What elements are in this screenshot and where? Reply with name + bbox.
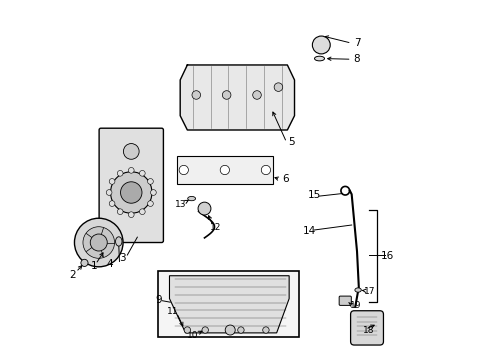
Circle shape — [128, 212, 134, 217]
Text: 3: 3 — [119, 253, 125, 263]
Circle shape — [150, 190, 156, 195]
Circle shape — [83, 227, 114, 258]
Circle shape — [252, 91, 261, 99]
Circle shape — [81, 259, 88, 266]
Ellipse shape — [115, 237, 122, 246]
Circle shape — [117, 209, 123, 215]
Text: 6: 6 — [282, 174, 288, 184]
Bar — [158, 271, 299, 337]
Circle shape — [179, 165, 188, 175]
Text: 16: 16 — [380, 251, 393, 261]
Circle shape — [262, 327, 268, 333]
Text: 5: 5 — [288, 138, 294, 148]
Circle shape — [184, 327, 190, 333]
Ellipse shape — [314, 56, 324, 61]
FancyBboxPatch shape — [339, 296, 350, 305]
Circle shape — [202, 327, 208, 333]
Text: 17: 17 — [363, 287, 374, 296]
Text: 9: 9 — [155, 295, 162, 305]
Text: 19: 19 — [349, 301, 360, 310]
Circle shape — [274, 83, 282, 91]
Circle shape — [128, 167, 134, 173]
Circle shape — [225, 325, 235, 335]
Polygon shape — [169, 276, 288, 333]
Text: 2: 2 — [70, 270, 76, 280]
Circle shape — [237, 327, 244, 333]
Text: 15: 15 — [307, 190, 320, 200]
Circle shape — [109, 179, 115, 184]
Circle shape — [110, 172, 152, 213]
Polygon shape — [180, 65, 294, 130]
FancyBboxPatch shape — [350, 311, 383, 345]
Circle shape — [147, 201, 153, 206]
Text: 14: 14 — [302, 226, 316, 237]
Circle shape — [90, 234, 107, 251]
Text: 1: 1 — [90, 261, 97, 271]
Circle shape — [109, 201, 115, 206]
Circle shape — [139, 171, 145, 176]
Circle shape — [74, 218, 123, 267]
Circle shape — [147, 179, 153, 184]
Ellipse shape — [354, 288, 361, 292]
Circle shape — [198, 202, 210, 215]
Text: 13: 13 — [175, 200, 186, 209]
Circle shape — [192, 91, 200, 99]
Text: 7: 7 — [353, 38, 360, 48]
Circle shape — [312, 36, 329, 54]
Circle shape — [121, 182, 142, 203]
Circle shape — [261, 165, 270, 175]
Text: 11: 11 — [166, 307, 178, 316]
Circle shape — [139, 209, 145, 215]
Text: 4: 4 — [106, 259, 113, 269]
FancyBboxPatch shape — [99, 128, 163, 243]
Text: 18: 18 — [362, 326, 374, 335]
Circle shape — [106, 190, 112, 195]
Text: 8: 8 — [353, 54, 360, 64]
Polygon shape — [176, 156, 272, 184]
Text: 10: 10 — [187, 331, 199, 340]
Circle shape — [220, 165, 229, 175]
Circle shape — [222, 91, 230, 99]
Text: 12: 12 — [210, 223, 221, 232]
Circle shape — [117, 171, 123, 176]
Ellipse shape — [187, 197, 195, 201]
Circle shape — [123, 144, 139, 159]
